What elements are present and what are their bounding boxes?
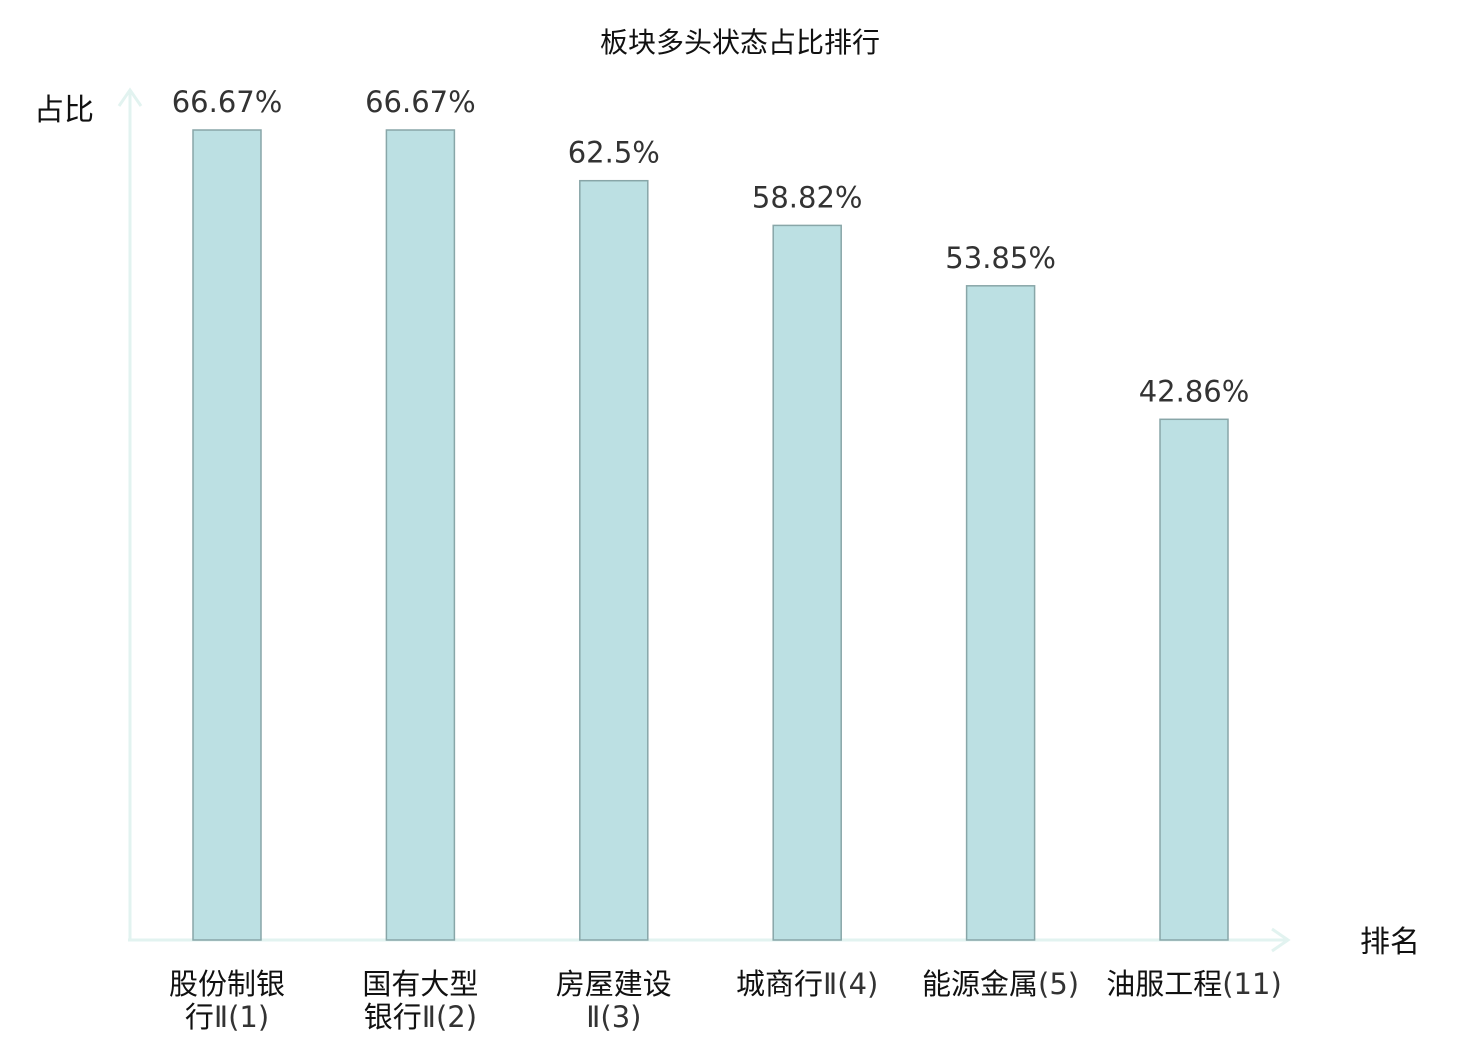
bar-4 <box>772 224 842 941</box>
bar-5 <box>965 285 1036 941</box>
value-label-3: 62.5% <box>568 136 660 170</box>
y-axis <box>117 87 143 940</box>
value-label-1: 66.67% <box>172 85 283 119</box>
category-label-4: 城商行Ⅱ(4) <box>736 967 878 1001</box>
bars-group <box>192 129 1229 941</box>
y-axis-label: 占比 <box>34 93 94 128</box>
value-label-4: 58.82% <box>752 180 863 214</box>
category-label-5: 能源金属(5) <box>922 967 1079 1001</box>
category-label-2: 国有大型银行Ⅱ(2) <box>362 967 478 1034</box>
value-label-2: 66.67% <box>365 85 476 119</box>
bar-2 <box>385 129 456 941</box>
value-label-6: 42.86% <box>1139 374 1250 408</box>
x-axis-label: 排名 <box>1360 925 1420 960</box>
category-label-1: 股份制银行Ⅱ(1) <box>169 967 285 1034</box>
chart-title: 板块多头状态占比排行 <box>600 26 880 59</box>
category-label-3: 房屋建设 Ⅱ(3) <box>556 967 672 1034</box>
bar-3 <box>579 179 649 941</box>
value-labels-group: 66.67% 66.67% 62.5% 58.82% 53.85% 42.86% <box>172 85 1250 408</box>
category-label-6: 油服工程(11) <box>1106 967 1282 1001</box>
category-labels-group: 股份制银行Ⅱ(1) 国有大型银行Ⅱ(2) 房屋建设 Ⅱ(3) 城商行Ⅱ(4) 能源金属(5… <box>169 967 1282 1034</box>
value-label-5: 53.85% <box>945 241 1056 275</box>
x-axis <box>128 927 1291 953</box>
bar-1 <box>192 129 262 941</box>
bar-6 <box>1159 418 1229 941</box>
